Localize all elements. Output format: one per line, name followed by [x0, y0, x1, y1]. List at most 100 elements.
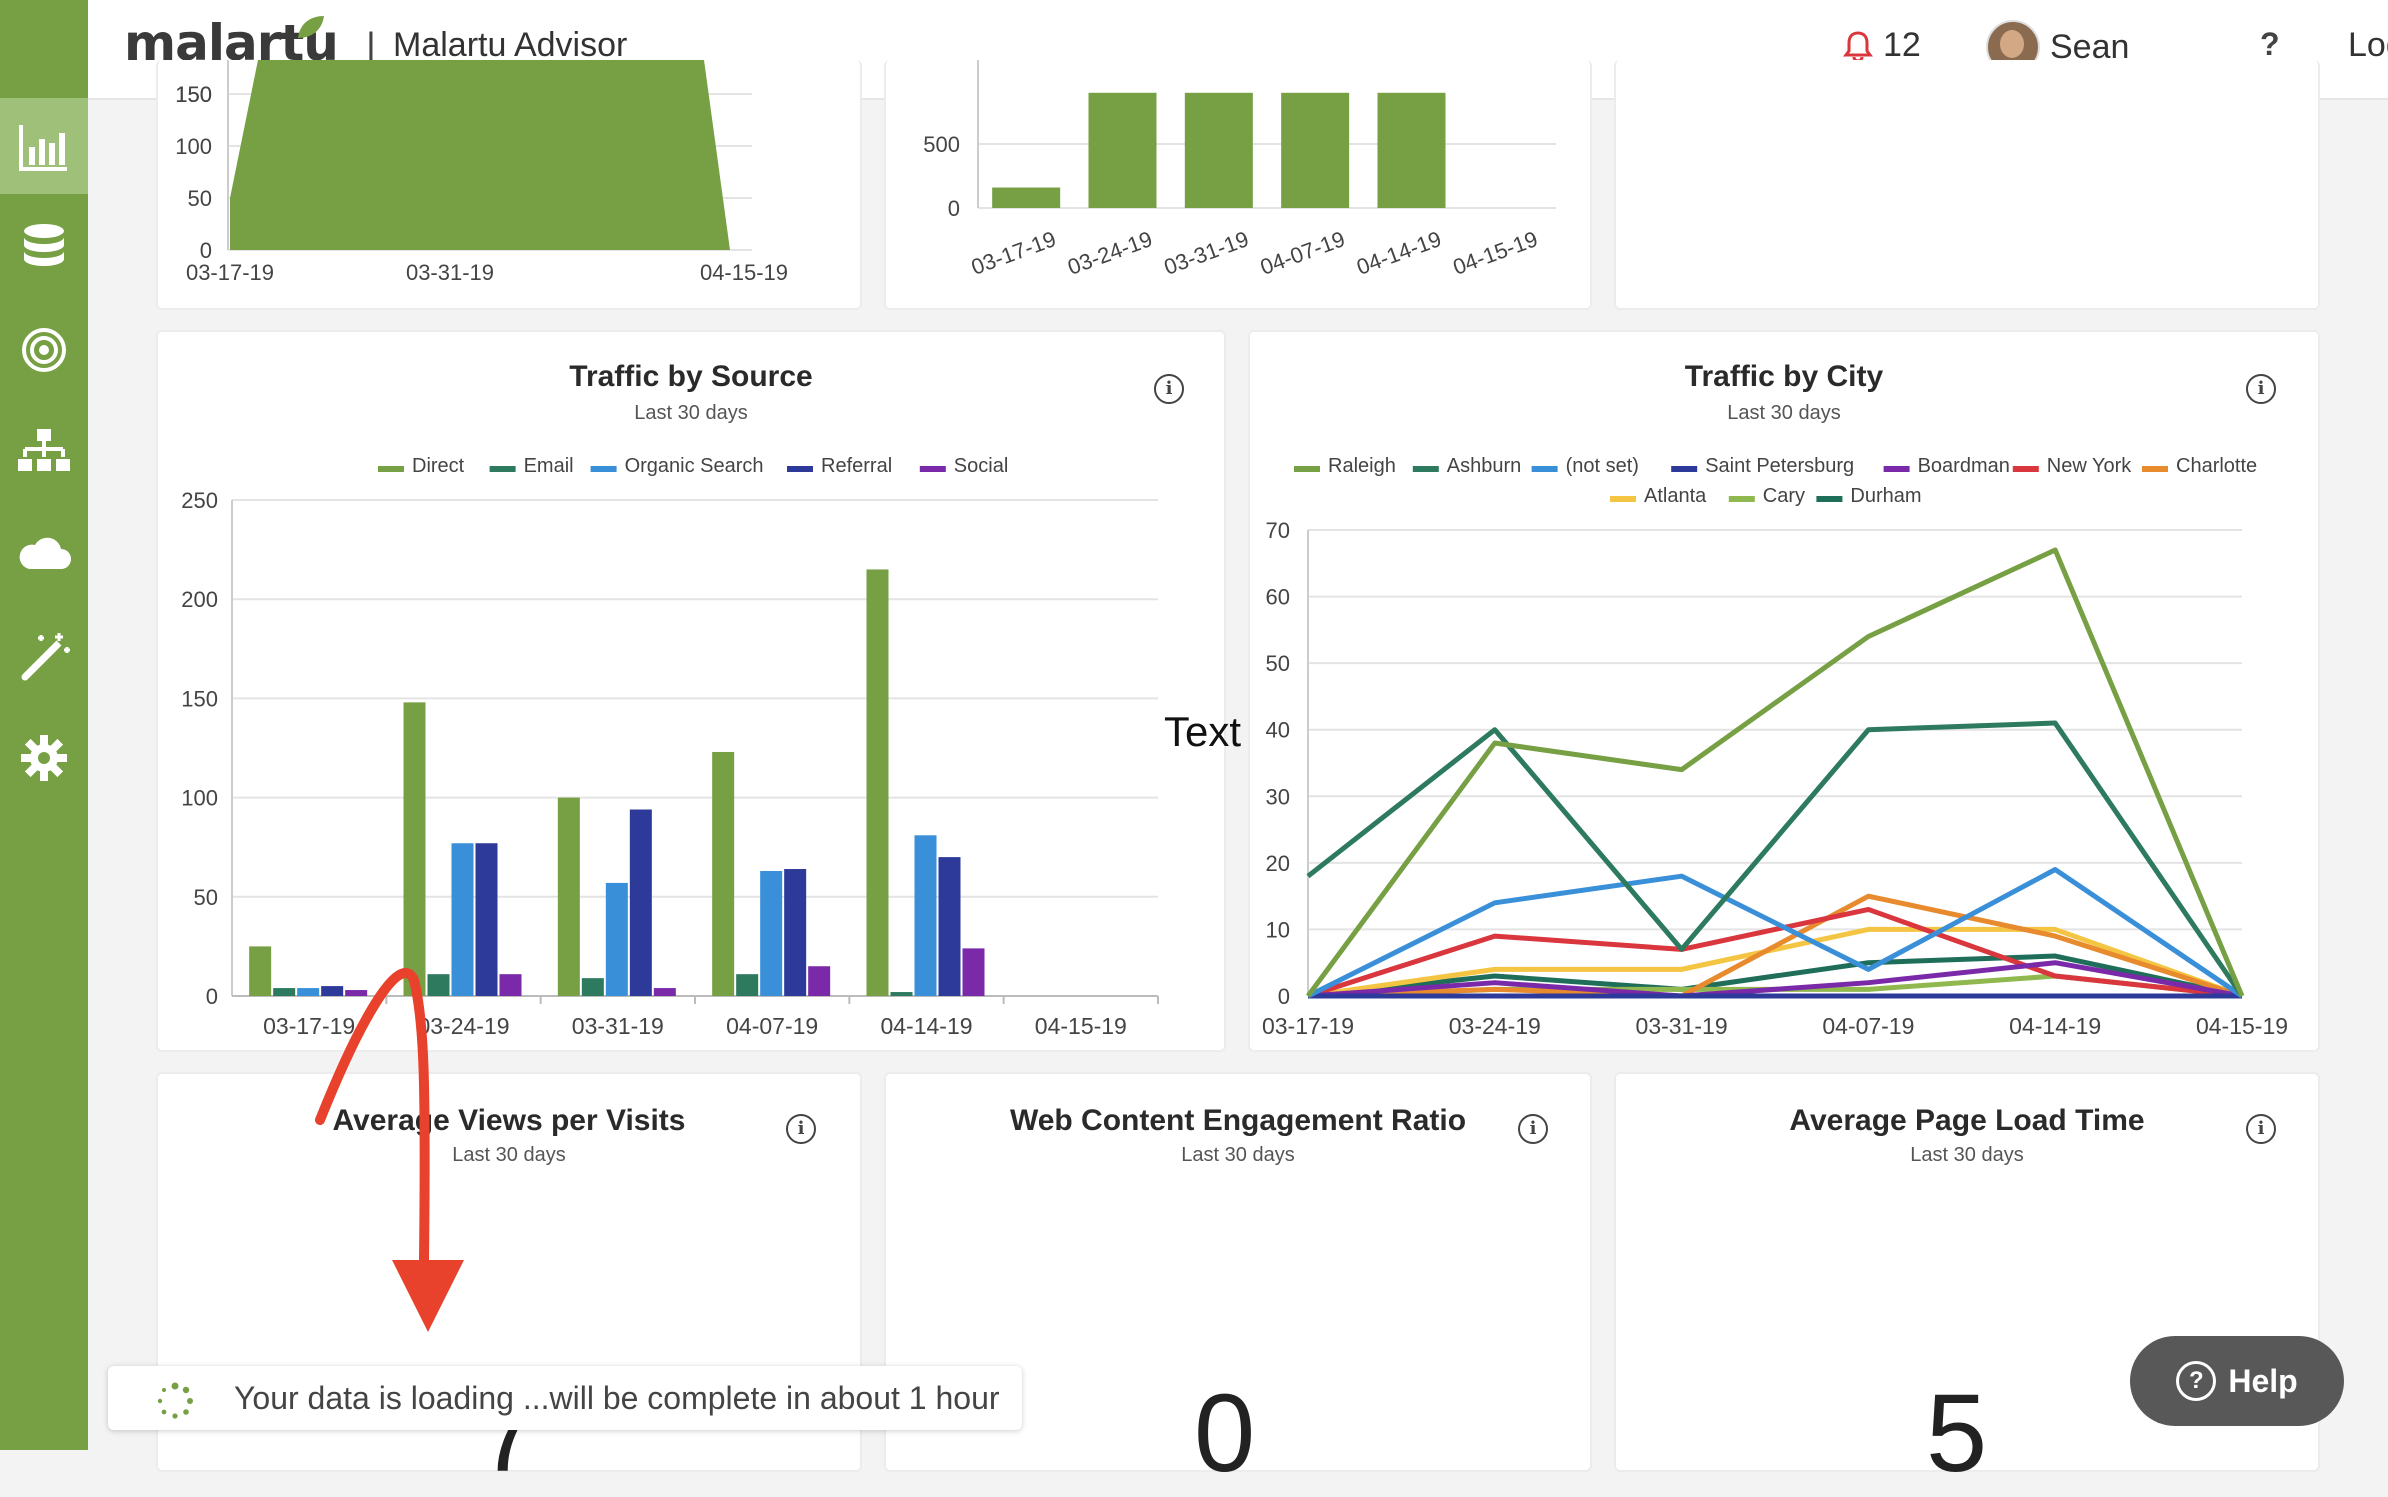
legend-label: Durham: [1850, 485, 1921, 507]
legend-swatch: [2142, 466, 2168, 472]
bar: [1377, 92, 1446, 208]
sidebar-item-analytics[interactable]: [0, 98, 88, 194]
legend-label: Ashburn: [1447, 455, 1522, 477]
x-tick-label: 04-14-19: [1353, 226, 1444, 280]
metric-value: 5: [1926, 1372, 1988, 1495]
bar-email: [890, 992, 913, 996]
legend-label: Social: [954, 455, 1008, 477]
x-tick-label: 03-24-19: [417, 1013, 509, 1039]
legend-swatch: [919, 466, 946, 472]
sidebar-item-data[interactable]: [0, 200, 88, 296]
legend-swatch: [1816, 496, 1843, 502]
help-link[interactable]: ?: [2260, 26, 2280, 62]
database-icon: [24, 224, 64, 266]
org-chart-icon: [18, 429, 70, 471]
bar-direct: [557, 797, 580, 996]
loading-spinner-icon: [157, 1382, 193, 1419]
card-title: Traffic by Source: [569, 360, 813, 393]
chart-card-blank: [1614, 60, 2320, 310]
y-tick-label: 200: [181, 587, 218, 612]
metric-value: 0: [1194, 1372, 1256, 1495]
sidebar-item-integrations[interactable]: [0, 506, 88, 602]
legend-swatch: [378, 466, 404, 472]
legend-label: Raleigh: [1328, 455, 1396, 477]
bar-email: [273, 988, 296, 996]
y-tick-label: 100: [175, 134, 212, 159]
gear-icon: [21, 735, 67, 781]
x-tick-label: 03-31-19: [1636, 1013, 1728, 1039]
line-ashburn: [1306, 720, 2245, 998]
user-name: Sean: [2050, 27, 2130, 66]
bar-email: [736, 974, 759, 996]
bar-social: [808, 966, 831, 996]
x-tick-label: 04-14-19: [880, 1013, 972, 1039]
logout-link[interactable]: Logout: [2348, 26, 2388, 64]
line-atlanta: [1307, 926, 2243, 999]
info-icon[interactable]: i: [2246, 374, 2276, 404]
y-tick-label: 10: [1266, 917, 1290, 942]
chart-card-bars-top: 0 500 03-17-19 03-24-19 03-31-19 04-07-19 04-1…: [884, 60, 1592, 310]
sidebar-item-tools[interactable]: [0, 608, 88, 704]
help-circle-icon: ?: [2176, 1361, 2217, 1401]
magic-wand-icon: [21, 633, 70, 681]
card-subtitle: Last 30 days: [1727, 402, 1841, 424]
legend-label: Cary: [1763, 485, 1805, 507]
sidebar-item-goals[interactable]: [0, 302, 88, 398]
app-name: Malartu Advisor: [393, 26, 628, 64]
bar-referral: [475, 843, 498, 996]
y-tick-label: 100: [181, 786, 218, 811]
legend-swatch: [1728, 496, 1755, 502]
bar: [992, 187, 1061, 208]
cloud-icon: [19, 537, 71, 569]
x-tick-label: 04-07-19: [726, 1013, 818, 1039]
bar-organic-search: [760, 871, 783, 996]
sidebar-item-hierarchy[interactable]: [0, 404, 88, 500]
x-tick-label: 03-31-19: [406, 260, 494, 285]
y-tick-label: 0: [206, 984, 218, 1009]
y-tick-label: 50: [188, 186, 212, 211]
notifications-button[interactable]: 12: [1843, 26, 1921, 65]
y-tick-label: 30: [1266, 784, 1290, 809]
sidebar-item-settings[interactable]: [0, 710, 88, 806]
bar-chart-icon: [19, 125, 67, 171]
legend-label: Charlotte: [2176, 455, 2257, 477]
line-boardman: [1307, 960, 2243, 999]
y-tick-label: 70: [1266, 518, 1290, 543]
line-new-york: [1307, 906, 2243, 999]
sidebar: [0, 0, 88, 1450]
x-tick-label: 04-07-19: [1822, 1013, 1914, 1039]
info-icon[interactable]: i: [786, 1114, 816, 1144]
legend-label: Email: [524, 455, 574, 477]
metric-subtitle: Last 30 days: [1910, 1144, 2024, 1166]
bar-direct: [249, 946, 272, 996]
info-icon[interactable]: i: [2246, 1114, 2276, 1144]
legend-swatch: [1671, 466, 1698, 472]
bar-organic-search: [605, 882, 628, 996]
legend-swatch: [1531, 466, 1558, 472]
info-icon[interactable]: i: [1154, 374, 1184, 404]
leaf-icon: [298, 16, 324, 38]
legend-label: Boardman: [1918, 455, 2010, 477]
bar-social: [962, 948, 985, 996]
info-icon[interactable]: i: [1518, 1114, 1548, 1144]
x-tick-label: 03-31-19: [1161, 226, 1252, 280]
loading-toast: Your data is loading ...will be complete…: [108, 1366, 1022, 1430]
y-tick-label: 500: [923, 132, 960, 157]
bar-referral: [321, 986, 344, 996]
x-tick-label: 03-17-19: [968, 226, 1059, 280]
y-tick-label: 40: [1266, 718, 1290, 743]
bar-organic-search: [914, 835, 937, 996]
line-durham: [1307, 953, 2243, 999]
bar: [1281, 92, 1350, 208]
help-button[interactable]: ? Help: [2130, 1336, 2344, 1426]
traffic-by-city-chart: 0 10 20 30 40 50 60 70 03-17-19 03-24-19 03-31-19 0…: [1262, 455, 2288, 1039]
legend-label: Saint Petersburg: [1705, 455, 1854, 477]
bar-referral: [629, 809, 652, 996]
toast-message: Your data is loading ...will be complete…: [234, 1380, 1000, 1416]
chart-card-area: 0 50 100 150 150 03-17-19 03-31-19 04-15-19: [156, 60, 862, 310]
bar-organic-search: [451, 843, 474, 996]
bar-social: [345, 990, 368, 996]
traffic-by-source-card: Traffic by Source Last 30 days i 0 50 100 1…: [156, 330, 1226, 1052]
